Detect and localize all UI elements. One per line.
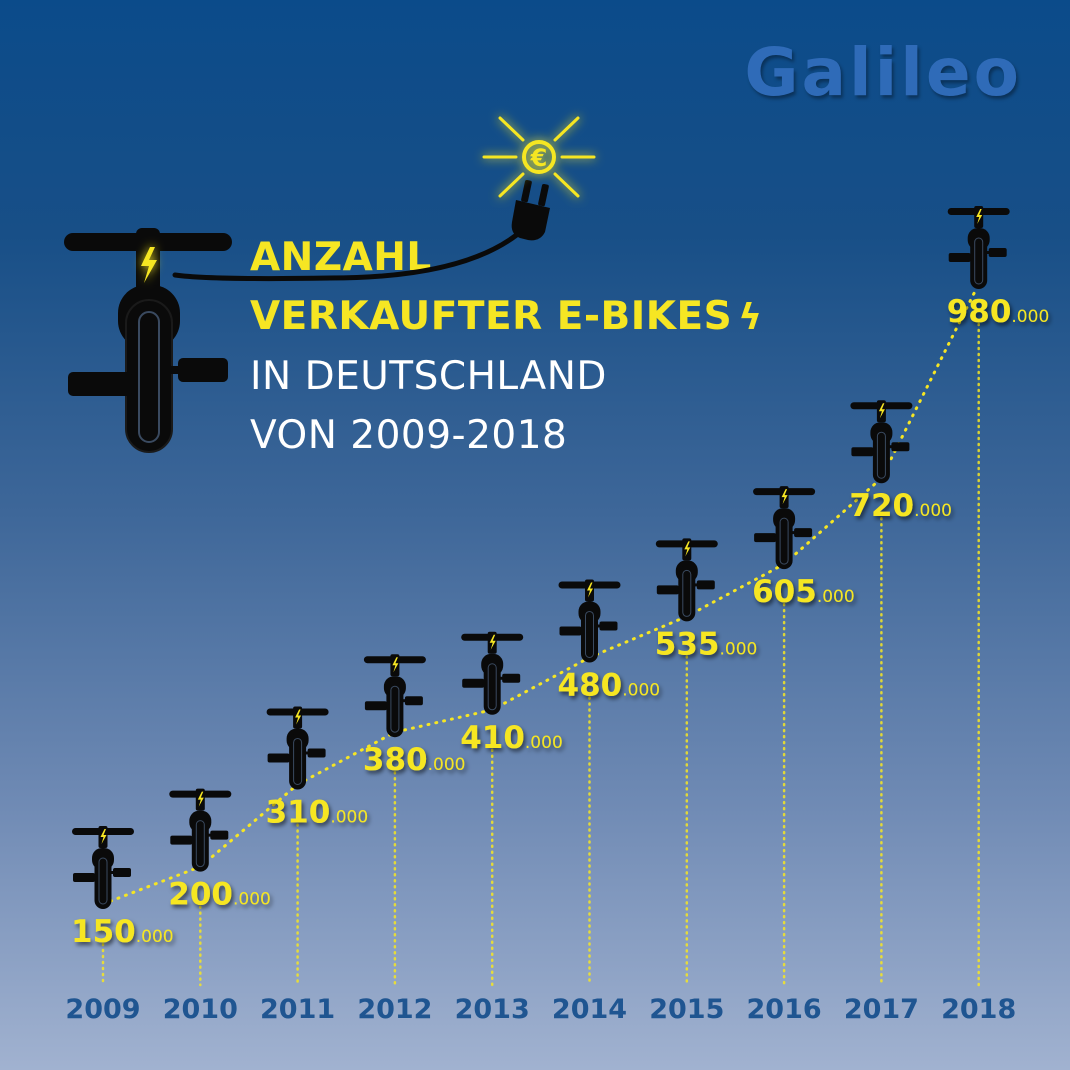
e-bike-icon-2012 [363,654,426,738]
year-label-2016: 2016 [747,994,822,1025]
value-label-2011: 310.000 [266,794,369,830]
hero-illustration: € [64,116,596,453]
galileo-logo: Galileo [744,34,1022,111]
plug-icon [511,179,550,241]
title-line-2-wrap: VERKAUFTER E-BIKES ϟ [250,287,763,347]
value-label-2017: 720.000 [849,488,952,524]
svg-text:€: € [530,144,548,172]
title-line-2: VERKAUFTER E-BIKES [250,294,733,339]
year-label-2013: 2013 [455,994,530,1025]
drop-lines [101,322,980,987]
e-bike-icon-2010 [169,788,232,872]
year-label-2014: 2014 [552,994,627,1025]
e-bike-icon-2009 [72,826,134,909]
e-bike-icon-2017 [850,400,913,484]
value-label-2010: 200.000 [168,877,271,913]
chart-title: ANZAHL VERKAUFTER E-BIKES ϟ IN DEUTSCHLAN… [250,228,763,465]
hero-bolt-icon [141,247,157,283]
e-bike-icon-2018 [947,206,1010,289]
value-label-2012: 380.000 [363,742,466,778]
hero-e-bike-icon [64,228,232,453]
year-label-2011: 2011 [260,994,335,1025]
title-line-4: VON 2009-2018 [250,413,568,458]
year-label-2015: 2015 [649,994,724,1025]
value-label-2015: 535.000 [655,626,758,662]
e-bike-icon-2015 [655,538,718,622]
lightning-bolt-icon: ϟ [738,297,763,338]
year-labels: 2009 2010 2011 2012 2013 2014 2015 2016 2017 2018 [65,994,1016,1025]
trend-line [101,282,981,906]
charging-cable [172,225,528,282]
value-label-2016: 605.000 [752,574,855,610]
year-label-2018: 2018 [941,994,1016,1025]
title-line-3: IN DEUTSCHLAND [250,354,607,399]
year-label-2009: 2009 [65,994,140,1025]
e-bike-icon-2011 [266,706,329,790]
value-label-2009: 150.000 [71,914,174,950]
value-label-2013: 410.000 [460,720,563,756]
e-bike-icon-2016 [753,486,816,570]
year-label-2010: 2010 [163,994,238,1025]
year-label-2017: 2017 [844,994,919,1025]
euro-icon: € [482,116,596,198]
year-label-2012: 2012 [357,994,432,1025]
bike-markers [72,206,1010,909]
value-label-2014: 480.000 [558,667,661,703]
value-label-2018: 980.000 [947,294,1050,330]
e-bike-icon-2013 [461,631,524,715]
e-bike-icon-2014 [558,579,621,663]
